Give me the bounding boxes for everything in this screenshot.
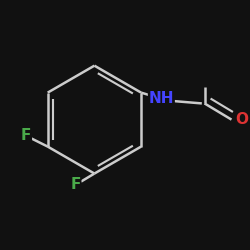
Text: O: O bbox=[236, 112, 248, 127]
Text: F: F bbox=[21, 128, 31, 143]
Text: F: F bbox=[70, 177, 81, 192]
Text: NH: NH bbox=[148, 90, 174, 106]
